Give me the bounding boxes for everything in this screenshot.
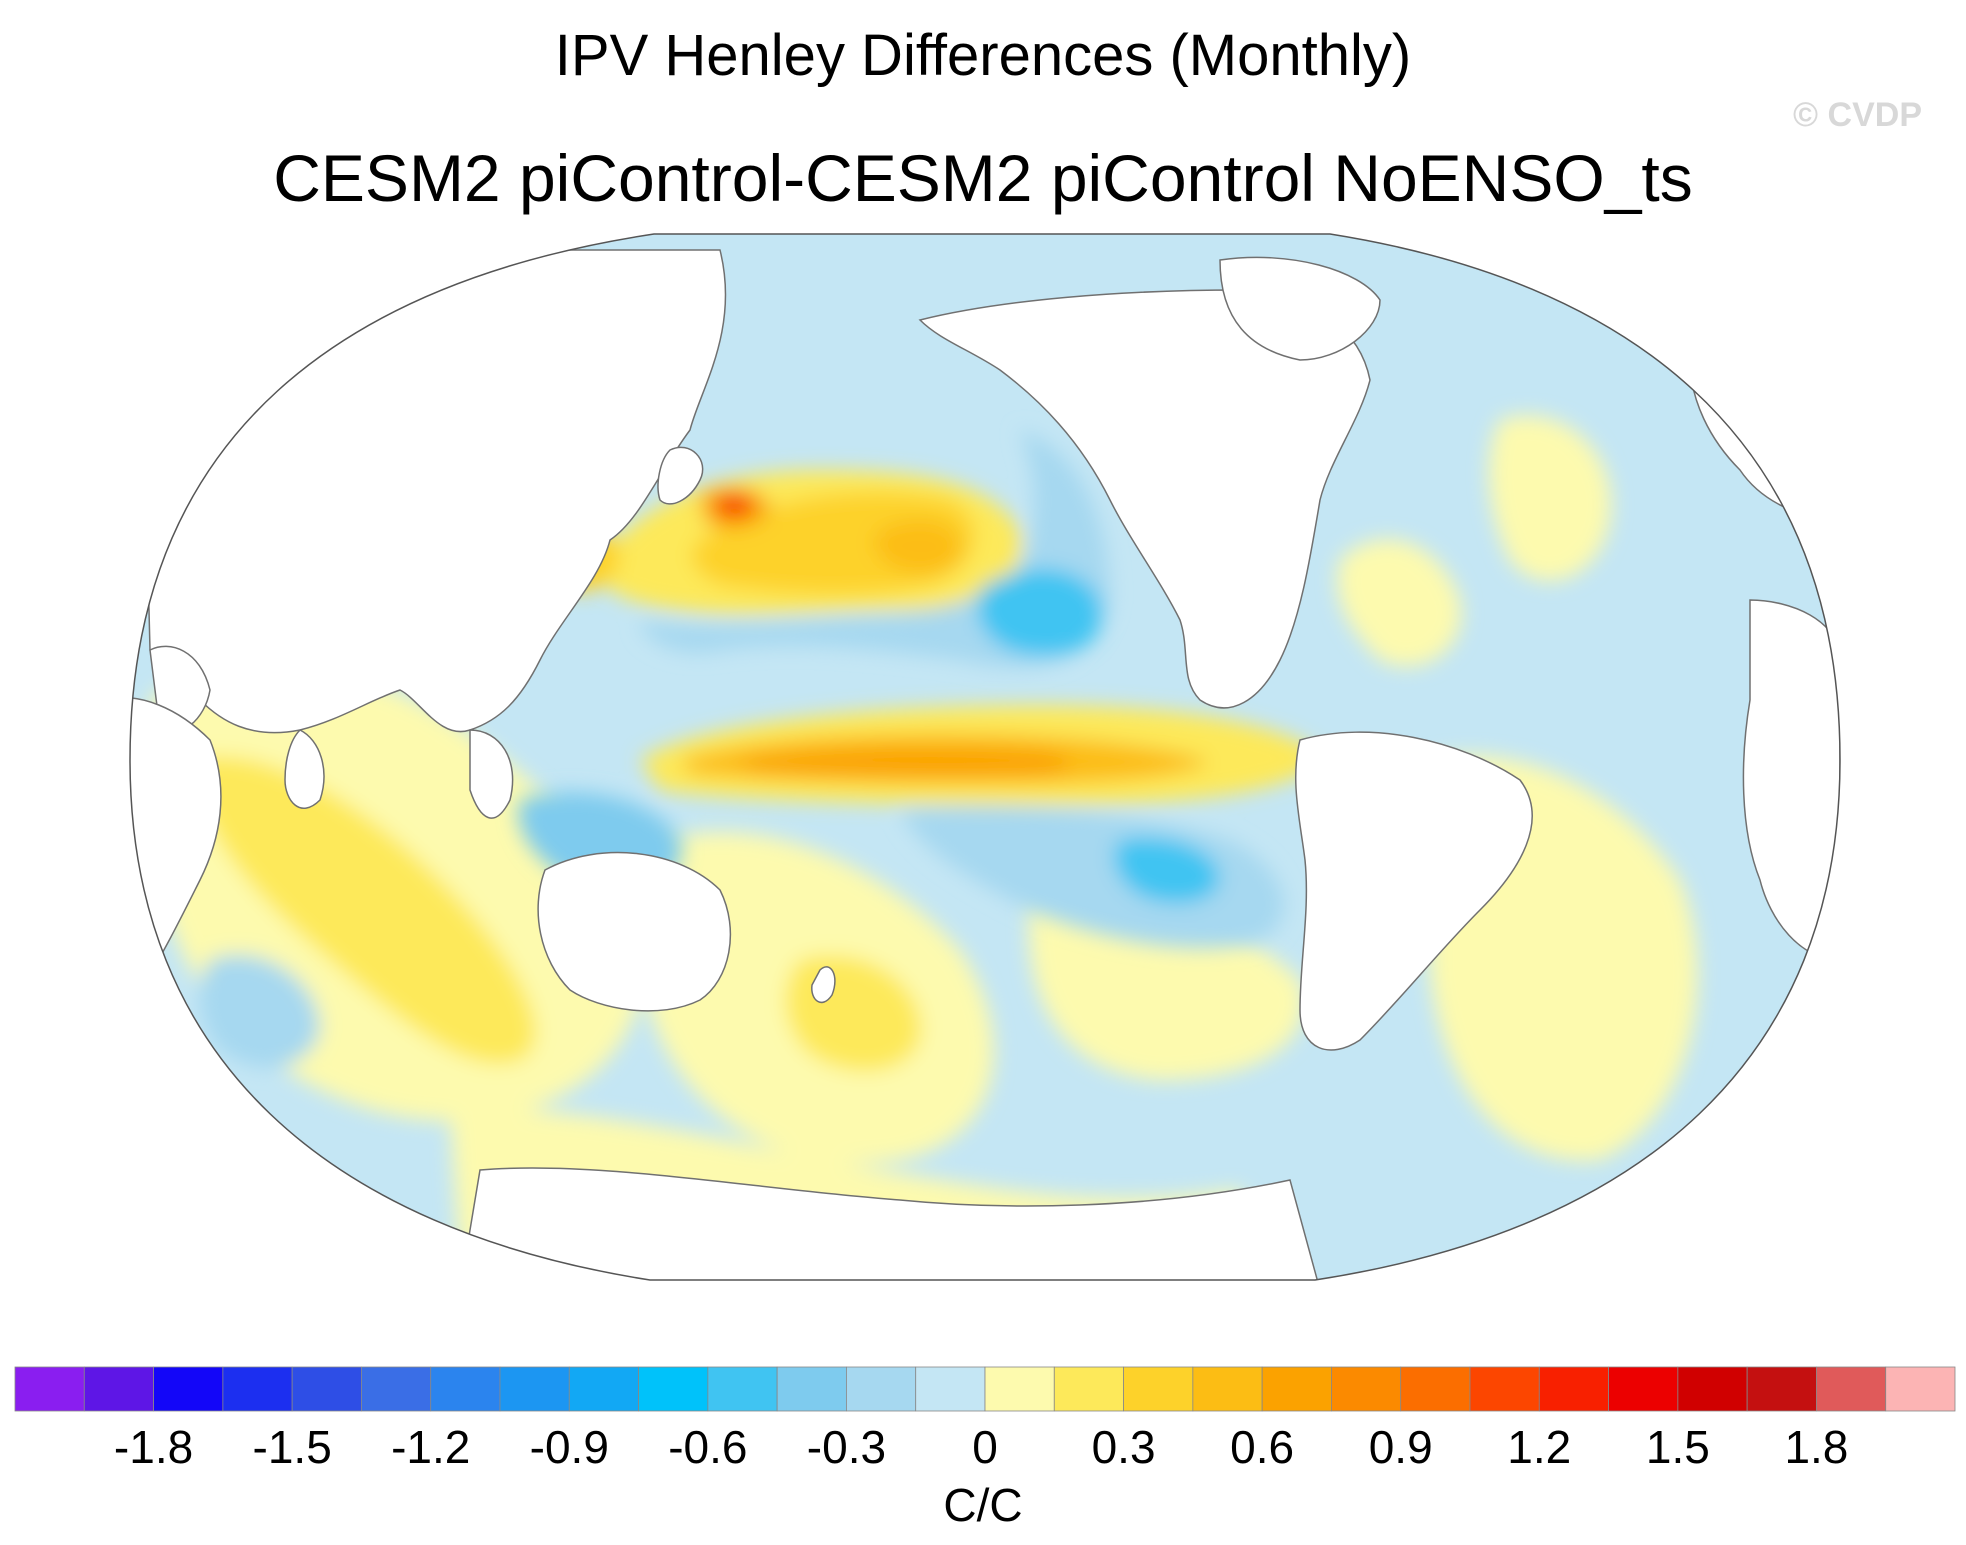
colorbar-box: [638, 1366, 709, 1412]
northeast-pacific-cool: [977, 568, 1102, 656]
colorbar-box: [1331, 1366, 1402, 1412]
colorbar-tick-label: 0: [972, 1421, 998, 1473]
colorbar-box: [1677, 1366, 1748, 1412]
colorbar-box: [1053, 1366, 1124, 1412]
north-pacific-warm-max: [874, 519, 962, 574]
india: [284, 729, 325, 809]
colorbar-box: [1885, 1366, 1956, 1412]
colorbar-box: [1261, 1366, 1332, 1412]
colorbar-box: [1746, 1366, 1817, 1412]
indian-ocean-warm-core: [190, 756, 536, 1064]
colorbar-box: [1816, 1366, 1887, 1412]
north-atlantic-warm-2: [1489, 415, 1612, 581]
colorbar-tick-labels: -1.8 -1.5 -1.2 -0.9 -0.6 -0.3 0 0.3 0.6 0.9 1.2 1.5…: [0, 1420, 1966, 1480]
antarctica: [459, 1167, 1321, 1280]
colorbar-tick-label: 0.9: [1368, 1421, 1433, 1473]
colorbar-tick-label: -0.3: [806, 1421, 887, 1473]
south-america: [1294, 731, 1533, 1051]
north-atlantic-warm: [1337, 539, 1462, 667]
cvdp-credit: © CVDP: [1793, 96, 1922, 134]
colorbar-box: [776, 1366, 847, 1412]
colorbar-tick-label: -1.8: [113, 1421, 194, 1473]
colorbar-tick-label: -0.9: [529, 1421, 609, 1473]
japan: [657, 446, 704, 505]
colorbar-box: [1469, 1366, 1540, 1412]
colorbar-box: [984, 1366, 1055, 1412]
southeast-pacific-cool-core: [1114, 837, 1220, 904]
colorbar-tick-label: 1.8: [1784, 1421, 1849, 1473]
colorbar-tick-label: -1.2: [391, 1421, 471, 1473]
colorbar-box: [430, 1366, 501, 1412]
plot-title: IPV Henley Differences (Monthly): [554, 23, 1412, 88]
colorbar-tick-label: 0.3: [1091, 1421, 1156, 1473]
colorbar-box: [1192, 1366, 1263, 1412]
colorbar-box: [83, 1366, 154, 1412]
colorbar-box: [1400, 1366, 1471, 1412]
greenland: [1219, 256, 1381, 361]
colorbar-box: [361, 1366, 432, 1412]
southeast-pacific-cool: [900, 806, 1284, 949]
colorbar-box: [499, 1366, 570, 1412]
colorbar-tick-label: -1.5: [252, 1421, 332, 1473]
colorbar-box: [14, 1366, 85, 1412]
equatorial-warm-core: [740, 748, 1070, 777]
colorbar-box: [153, 1366, 224, 1412]
colorbar-box: [1608, 1366, 1679, 1412]
indochina: [469, 729, 514, 819]
colorbar-tick-label: 0.6: [1230, 1421, 1295, 1473]
colorbar-units: C/C: [943, 1479, 1023, 1531]
colorbar-box: [1538, 1366, 1609, 1412]
colorbar-box: [291, 1366, 362, 1412]
south-indian-cool: [199, 954, 320, 1068]
kuroshio-extension-max: [715, 494, 753, 516]
plot-subtitle: CESM2 piControl-CESM2 piControl NoENSO_t…: [273, 141, 1693, 215]
land: [130, 249, 1840, 1280]
colorbar-box: [222, 1366, 293, 1412]
new-zealand: [811, 966, 836, 1004]
colorbar-box: [1123, 1366, 1194, 1412]
colorbar-box: [568, 1366, 639, 1412]
colorbar-box: [846, 1366, 917, 1412]
australia: [537, 851, 732, 1012]
colorbar-box: [707, 1366, 778, 1412]
colorbar-box: [915, 1366, 986, 1412]
colorbar-tick-label: -0.6: [668, 1421, 748, 1473]
colorbar-boxes: [14, 1366, 1956, 1412]
africa-east: [1742, 599, 1840, 961]
colorbar-tick-label: 1.5: [1645, 1421, 1710, 1473]
colorbar-tick-label: 1.2: [1507, 1421, 1572, 1473]
map-outline: [129, 233, 1841, 1281]
